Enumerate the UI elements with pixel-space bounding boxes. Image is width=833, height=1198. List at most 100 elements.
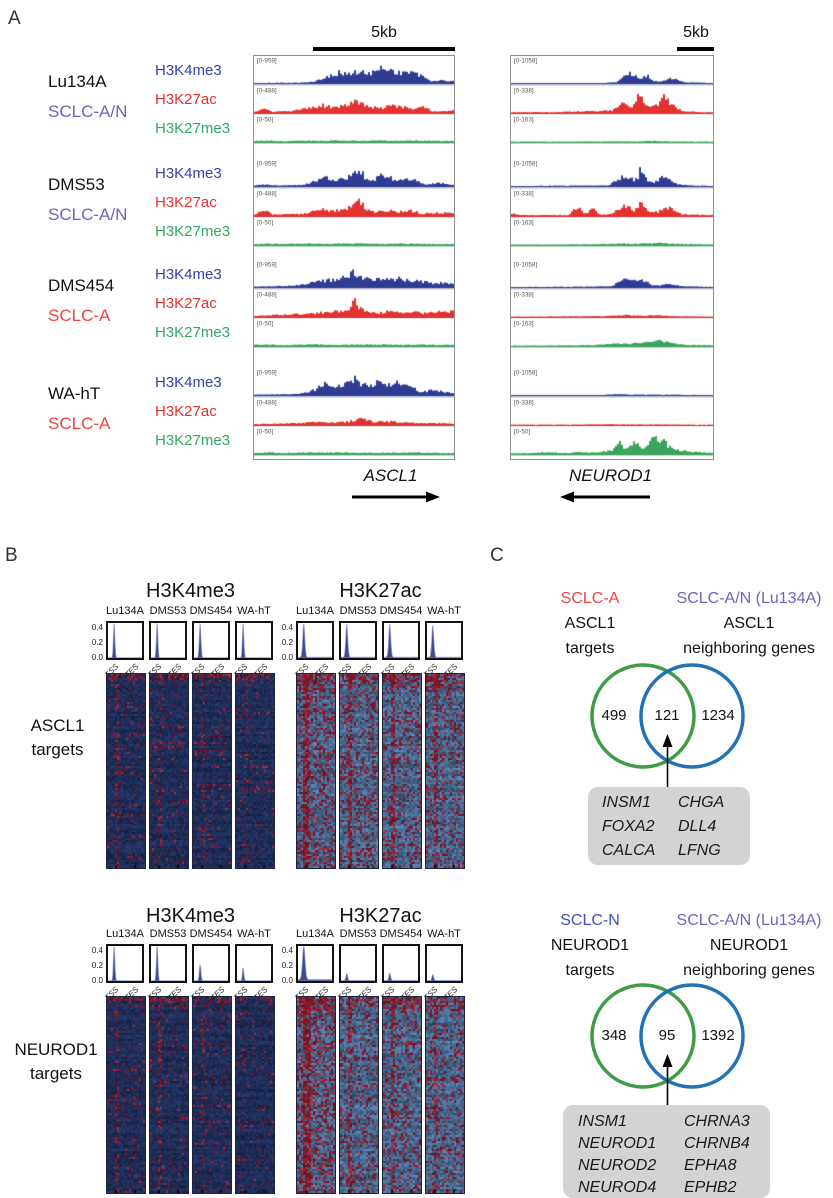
- column-label: Lu134A: [296, 928, 334, 940]
- panel-b-label: B: [5, 545, 18, 566]
- chip-track: [0-163]: [511, 318, 713, 348]
- profile-plot: [149, 944, 187, 983]
- panel-a-label: A: [8, 8, 21, 29]
- mark-label: H3K27me3: [155, 223, 231, 240]
- gene-label-neurod1: NEUROD1: [568, 466, 653, 485]
- heatmap: [425, 673, 465, 869]
- heatmap: [382, 673, 422, 869]
- chip-track: [0-488]: [254, 289, 454, 319]
- profile-plot: [192, 621, 230, 660]
- cell-line-name: DMS454: [48, 276, 115, 295]
- overlap-gene-box: [563, 1105, 770, 1198]
- mark-label: H3K27ac: [155, 194, 217, 211]
- column-label: DMS53: [339, 605, 377, 617]
- y-tick: 0.2: [281, 961, 293, 970]
- heatmap-group-header: H3K4me3: [146, 580, 235, 602]
- chip-track: [0-488]: [254, 188, 454, 218]
- cell-line-name: WA-hT: [48, 384, 101, 403]
- heatmap: [339, 673, 379, 869]
- ascl1-track-box: [0-959] [0-488] [0-50] [0-959] [0-488] […: [253, 55, 455, 460]
- venn-right-count: 1234: [701, 707, 735, 724]
- y-tick: 0.2: [91, 961, 103, 970]
- gene-name: CHRNA3: [684, 1113, 750, 1130]
- mark-label: H3K4me3: [155, 165, 222, 182]
- mark-label: H3K27me3: [155, 324, 231, 341]
- venn-left-tag: SCLC-N: [560, 912, 620, 929]
- chip-track: [0-338]: [511, 397, 713, 427]
- y-tick: 0.4: [281, 946, 293, 955]
- venn-left-count: 348: [601, 1027, 627, 1044]
- profile-plot: [235, 944, 273, 983]
- mark-label: H3K27ac: [155, 91, 217, 108]
- venn-right-line3: neighboring genes: [683, 962, 815, 979]
- gene-label-ascl1: ASCL1: [363, 466, 418, 485]
- venn-right-line3: neighboring genes: [683, 640, 815, 657]
- venn-right-line2: ASCL1: [723, 615, 775, 632]
- column-label: Lu134A: [296, 605, 334, 617]
- cell-line-name: DMS53: [48, 175, 105, 194]
- column-label: Lu134A: [106, 605, 144, 617]
- scale-label-right: 5kb: [683, 24, 709, 41]
- y-tick: 0.0: [281, 653, 293, 662]
- mark-label: H3K27ac: [155, 403, 217, 420]
- mark-label: H3K27me3: [155, 432, 231, 449]
- venn-overlap-count: 121: [654, 707, 680, 724]
- row-group-label-line2: targets: [31, 740, 84, 759]
- gene-name: INSM1: [578, 1113, 627, 1130]
- y-tick: 0.4: [91, 946, 103, 955]
- chip-track: [0-163]: [511, 114, 713, 144]
- venn-left-line3: targets: [565, 640, 615, 657]
- mark-label: H3K4me3: [155, 62, 222, 79]
- column-label: WA-hT: [237, 605, 271, 617]
- venn-left-line2: ASCL1: [564, 615, 616, 632]
- venn-diagram: [590, 663, 745, 769]
- gene-name: CHGA: [678, 794, 725, 811]
- heatmap: [339, 996, 379, 1194]
- chip-track: [0-959]: [254, 56, 454, 85]
- chip-track: [0-338]: [511, 85, 713, 115]
- neurod1-track-box: [0-1058] [0-338] [0-163] [0-1058] [0-338…: [510, 55, 714, 460]
- profile-plot: [339, 944, 377, 983]
- profile-plot: [296, 621, 334, 660]
- heatmap: [149, 996, 189, 1194]
- column-label: DMS53: [339, 928, 377, 940]
- heatmap-group-header: H3K27ac: [339, 905, 422, 927]
- heatmap: [296, 996, 336, 1194]
- chip-track: [0-50]: [254, 217, 454, 247]
- chip-track: [0-50]: [254, 318, 454, 348]
- y-tick: 0.2: [281, 638, 293, 647]
- row-group-label-line1: ASCL1: [30, 716, 85, 735]
- profile-plot: [425, 621, 463, 660]
- column-label: DMS454: [189, 928, 233, 940]
- chip-track: [0-50]: [254, 114, 454, 144]
- gene-name: NEUROD2: [578, 1157, 657, 1174]
- venn-diagram: [590, 983, 745, 1089]
- column-label: DMS454: [189, 605, 233, 617]
- overlap-gene-box: [588, 787, 750, 865]
- gene-name: EPHA8: [684, 1157, 737, 1174]
- y-tick: 0.4: [281, 623, 293, 632]
- heatmap-group-header: H3K4me3: [146, 905, 235, 927]
- profile-plot: [106, 944, 144, 983]
- heatmap: [296, 673, 336, 869]
- scale-bar-right: [677, 47, 714, 51]
- overlap-arrow: [662, 734, 673, 788]
- profile-plot: [149, 621, 187, 660]
- y-tick: 0.4: [91, 623, 103, 632]
- profile-plot: [382, 944, 420, 983]
- mark-label: H3K4me3: [155, 266, 222, 283]
- row-group-label: NEUROD1 targets: [2, 1038, 110, 1086]
- venn-right-tag: SCLC-A/N (Lu134A): [676, 590, 822, 607]
- heatmap: [235, 673, 275, 869]
- gene-name: INSM1: [602, 794, 651, 811]
- column-label: WA-hT: [237, 928, 271, 940]
- venn-overlap-count: 95: [658, 1027, 676, 1044]
- column-label: DMS454: [379, 605, 423, 617]
- profile-plot: [235, 621, 273, 660]
- venn-left-line2: NEUROD1: [550, 937, 630, 954]
- gene-arrow-left: [560, 491, 650, 503]
- y-tick: 0.2: [91, 638, 103, 647]
- scale-bar-left: [313, 47, 455, 51]
- profile-plot: [339, 621, 377, 660]
